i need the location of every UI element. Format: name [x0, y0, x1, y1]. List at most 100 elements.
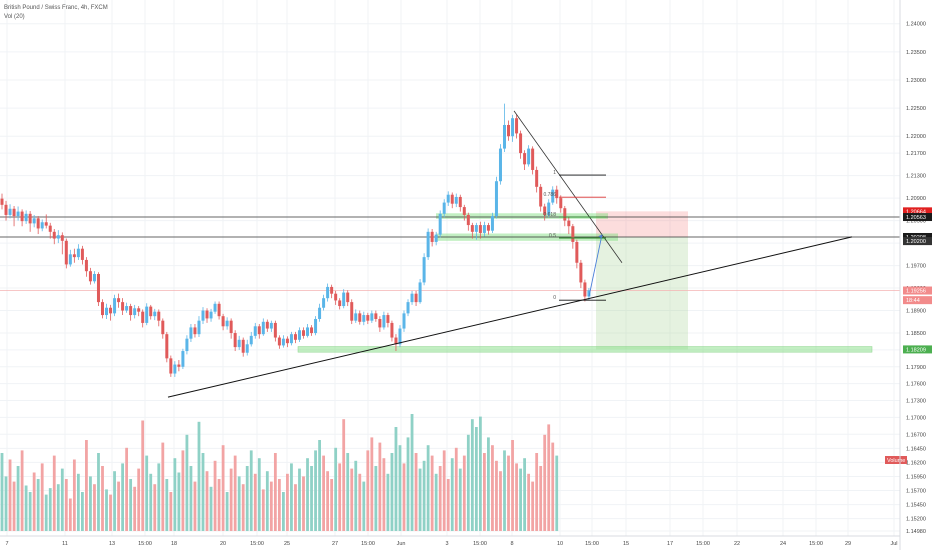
y-tick-label: 1.20500 — [906, 219, 926, 225]
volume-bar — [402, 463, 406, 531]
candle-body — [334, 293, 338, 301]
candle-body — [430, 231, 434, 242]
y-tick-label: 1.23000 — [906, 78, 926, 84]
candle-body — [76, 248, 80, 258]
volume-bar — [93, 484, 96, 531]
candle-body — [498, 148, 502, 182]
y-tick-label: 1.15450 — [906, 503, 926, 509]
candle-body — [470, 225, 474, 232]
volume-bar — [52, 455, 56, 531]
candle-body — [113, 298, 117, 314]
candle-body — [72, 254, 76, 258]
candle-body — [531, 148, 535, 170]
volume-bar — [241, 484, 245, 531]
volume-bar — [253, 473, 257, 531]
candle-body — [64, 240, 68, 265]
candle-body — [24, 213, 28, 222]
volume-bar — [32, 472, 36, 531]
x-tick-label: 15:00 — [585, 541, 599, 547]
volume-bar — [76, 473, 80, 531]
price-tag-bg — [903, 213, 932, 222]
candle-body — [539, 186, 543, 207]
candle-body — [125, 306, 129, 311]
volume-bar — [173, 458, 177, 531]
price-tag-label: 1.20664 — [906, 209, 926, 215]
volume-bar — [503, 450, 506, 531]
volume-bar — [326, 471, 330, 531]
volume-bar — [105, 489, 108, 531]
volume-bar — [4, 476, 8, 531]
x-tick-label: 8 — [510, 541, 513, 547]
volume-bar — [551, 442, 555, 531]
candle-body — [482, 225, 486, 233]
candle-body — [354, 313, 358, 321]
volume-bar — [72, 459, 76, 531]
volume-bar — [257, 458, 261, 531]
candle-body — [257, 326, 261, 335]
volume-bar — [535, 453, 539, 531]
fib-level-label: 0.5 — [549, 233, 556, 239]
volume-bar — [487, 437, 490, 531]
price-tag-label: 1.18209 — [906, 347, 926, 353]
candle-body — [547, 202, 551, 215]
candle-body — [229, 320, 233, 334]
volume-bar — [97, 453, 100, 531]
price-tag-bg — [903, 237, 932, 246]
y-tick-label: 1.15200 — [906, 517, 926, 523]
candle-body — [241, 339, 245, 353]
volume-bar — [185, 434, 189, 531]
candle-body — [56, 235, 60, 239]
candle-body — [177, 364, 181, 367]
candle-body — [169, 358, 173, 374]
candle-body — [201, 310, 205, 321]
y-tick-label: 1.20900 — [906, 196, 926, 202]
candle-body — [402, 313, 406, 329]
y-tick-label: 1.19700 — [906, 264, 926, 270]
volume-bar — [40, 463, 44, 531]
candle-body — [446, 194, 450, 203]
volume-bar — [161, 442, 165, 531]
volume-bar — [414, 453, 418, 531]
chart-legend: British Pound / Swiss Franc, 4h, FXCM Vo… — [4, 4, 108, 22]
candle-body — [318, 307, 322, 319]
candle-body — [293, 334, 297, 340]
candle-body — [406, 302, 410, 314]
x-tick-label: 3 — [445, 541, 448, 547]
volume-bar — [458, 468, 462, 531]
volume-bar — [474, 427, 478, 531]
candle-body — [277, 337, 281, 346]
x-tick-label: 10 — [557, 541, 563, 547]
y-tick-label: 1.17900 — [906, 365, 926, 371]
candle-body — [133, 308, 137, 316]
ascending-trendline — [167, 236, 853, 398]
candle-body — [342, 292, 346, 307]
candle-body — [289, 334, 293, 344]
x-tick-label: 11 — [62, 541, 68, 547]
volume-bar — [523, 458, 526, 531]
price-tag-bg — [903, 296, 932, 305]
stop-loss-zone — [596, 211, 688, 237]
candle-body — [322, 298, 326, 308]
volume-bar — [261, 489, 265, 531]
x-tick-label: 15:00 — [696, 541, 710, 547]
candle-body — [161, 320, 165, 335]
volume-bar — [149, 473, 153, 531]
candle-body — [209, 311, 213, 319]
candle-body — [12, 208, 16, 217]
candle-body — [269, 322, 273, 329]
volume-bar — [298, 468, 301, 531]
volume-bar — [499, 471, 502, 531]
volume-bar — [555, 455, 559, 531]
x-tick-label: Jul — [890, 541, 897, 547]
candle-body — [32, 218, 36, 224]
volume-bar — [483, 453, 486, 531]
x-tick-label: 15:00 — [361, 541, 375, 547]
volume-bar — [217, 479, 221, 531]
x-tick-label: 7 — [5, 541, 8, 547]
candle-body — [48, 225, 52, 232]
volume-bar — [511, 440, 514, 531]
volume-bar — [378, 442, 382, 531]
volume-bar — [205, 471, 209, 531]
candle-body — [438, 213, 442, 235]
